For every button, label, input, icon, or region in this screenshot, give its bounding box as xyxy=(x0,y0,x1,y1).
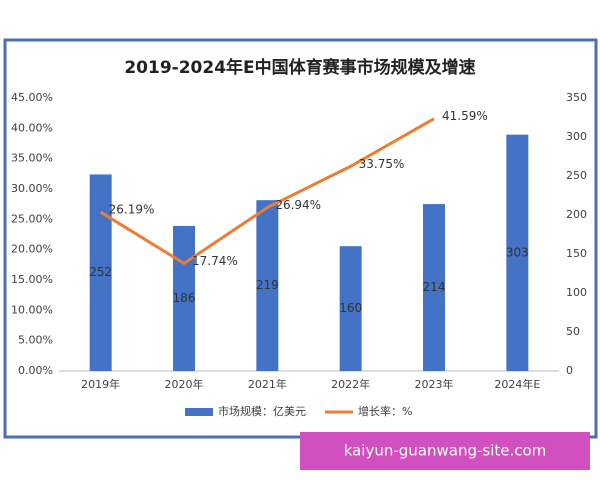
bar-label: 303 xyxy=(506,245,529,259)
line-label: 26.94% xyxy=(275,198,321,212)
bar xyxy=(173,225,195,371)
legend-swatch xyxy=(185,408,213,416)
y2-tick-label: 50 xyxy=(566,325,580,338)
y2-tick-label: 150 xyxy=(566,247,587,260)
bar-label: 252 xyxy=(89,265,112,279)
y-tick-label: 25.00% xyxy=(11,212,53,225)
x-tick-label: 2024年E xyxy=(494,377,540,391)
y-tick-label: 5.00% xyxy=(18,334,53,347)
x-tick-label: 2021年 xyxy=(248,377,287,391)
y2-tick-label: 200 xyxy=(566,208,587,221)
bar xyxy=(89,174,112,371)
y-tick-label: 30.00% xyxy=(11,182,53,195)
x-tick-label: 2019年 xyxy=(81,377,120,391)
x-tick-label: 2023年 xyxy=(415,377,454,391)
bar xyxy=(423,204,445,371)
bar-label: 186 xyxy=(173,291,196,305)
x-tick-label: 2022年 xyxy=(331,377,370,391)
x-tick-label: 2020年 xyxy=(165,377,204,391)
legend-label: 市场规模：亿美元 xyxy=(218,404,306,418)
y-tick-label: 15.00% xyxy=(11,273,53,286)
y2-tick-label: 350 xyxy=(566,91,587,104)
bar xyxy=(256,200,279,371)
line-label: 17.74% xyxy=(192,254,238,268)
chart-title: 2019-2024年E中国体育赛事市场规模及增速 xyxy=(124,57,475,78)
line-label: 41.59% xyxy=(442,109,488,123)
banner xyxy=(300,432,590,470)
y-tick-label: 40.00% xyxy=(11,121,53,134)
bar-label: 214 xyxy=(423,280,446,294)
legend-label: 增长率：% xyxy=(358,404,412,418)
y-tick-label: 10.00% xyxy=(11,303,53,316)
bar xyxy=(339,246,362,371)
bar-label: 160 xyxy=(339,301,362,315)
line-label: 26.19% xyxy=(109,203,155,217)
banner-text: kaiyun-guanwang-site.com xyxy=(344,442,547,460)
y2-tick-label: 250 xyxy=(566,169,587,182)
y-tick-label: 35.00% xyxy=(11,152,53,165)
y2-tick-label: 300 xyxy=(566,130,587,143)
bar-label: 219 xyxy=(256,278,279,292)
line xyxy=(99,117,435,266)
y-tick-label: 20.00% xyxy=(11,243,53,256)
bar xyxy=(506,134,529,371)
y2-tick-label: 0 xyxy=(566,364,573,377)
line-label: 33.75% xyxy=(359,157,405,171)
y-tick-label: 45.00% xyxy=(11,91,53,104)
y2-tick-label: 100 xyxy=(566,286,587,299)
y-tick-label: 0.00% xyxy=(18,364,53,377)
